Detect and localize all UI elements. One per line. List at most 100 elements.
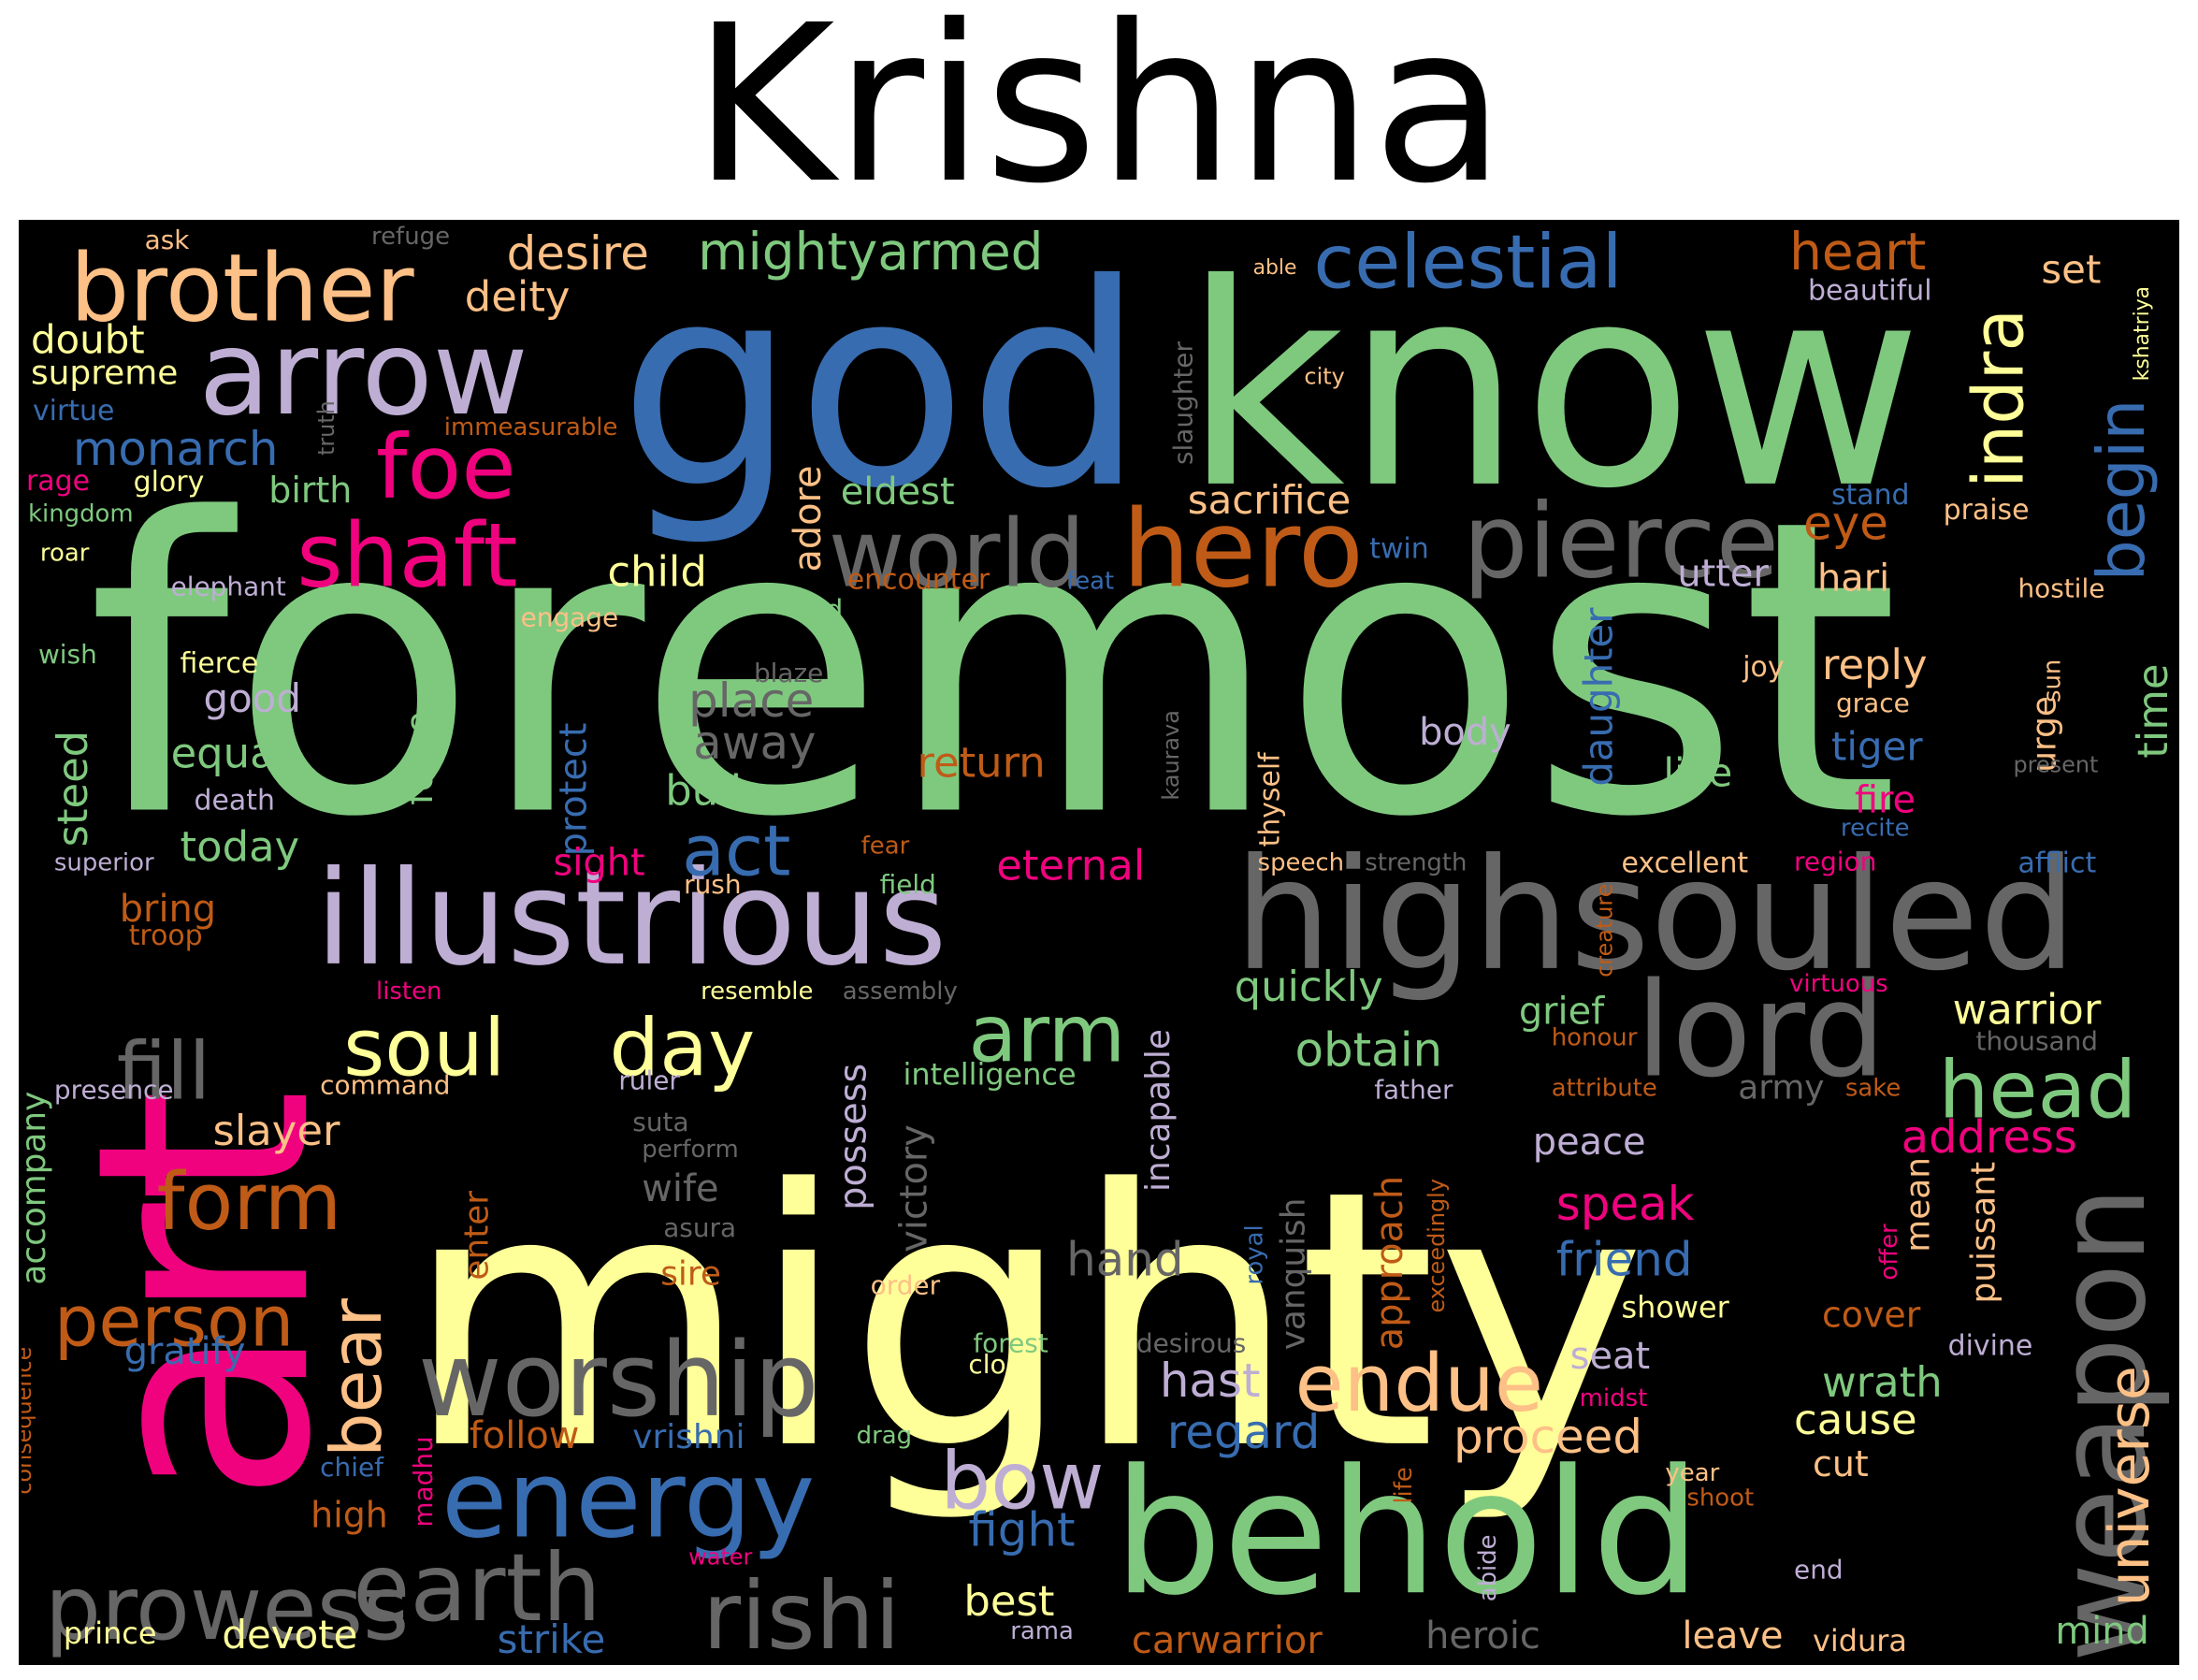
word-illustrious: illustrious	[315, 842, 947, 994]
word-fierce: fierce	[181, 647, 259, 680]
word-troop: troop	[129, 920, 203, 952]
word-death: death	[195, 785, 275, 818]
word-arm: arm	[968, 988, 1125, 1080]
word-live: live	[1663, 750, 1732, 796]
word-victory: victory	[892, 1124, 935, 1252]
word-approach: approach	[1368, 1176, 1411, 1350]
word-person: person	[54, 1281, 294, 1362]
word-stand: stand	[1831, 479, 1910, 512]
word-joy: joy	[1742, 651, 1784, 684]
word-refuge: refuge	[371, 223, 450, 251]
word-hostile: hostile	[2017, 572, 2104, 603]
word-high: high	[311, 1495, 388, 1536]
word-cloud: foremost mighty art god know highsouled illust…	[19, 220, 2179, 1665]
word-order: order	[871, 1270, 941, 1301]
word-asura: asura	[663, 1212, 736, 1243]
word-sight: sight	[554, 841, 645, 884]
word-highsouled: highsouled	[1235, 825, 2077, 1005]
word-day: day	[609, 1001, 755, 1093]
word-father: father	[1374, 1074, 1453, 1105]
word-region: region	[1794, 846, 1876, 876]
word-heart: heart	[1789, 223, 1926, 282]
word-speak: speak	[1556, 1177, 1695, 1231]
word-mind: mind	[2055, 1610, 2149, 1653]
word-forest: forest	[973, 1327, 1048, 1358]
word-cloud: cloud	[968, 1349, 1039, 1380]
word-arrow: arrow	[199, 306, 528, 442]
word-fire: fire	[1855, 779, 1916, 822]
word-celestial: celestial	[1313, 223, 1622, 306]
word-city: city	[1304, 363, 1344, 389]
word-today: today	[181, 821, 300, 871]
word-art: art	[35, 1088, 376, 1503]
word-supreme: supreme	[31, 354, 178, 392]
word-rishi: rishi	[702, 1561, 901, 1662]
word-shoot: shoot	[1686, 1484, 1754, 1513]
word-tiger: tiger	[1831, 724, 1923, 770]
word-offer: offer	[1875, 1224, 1903, 1281]
word-midst: midst	[1580, 1384, 1648, 1412]
word-regard: regard	[1167, 1405, 1321, 1459]
word-hero: hero	[1122, 488, 1364, 613]
word-good: good	[203, 675, 300, 721]
word-best: best	[963, 1576, 1054, 1626]
word-army: army	[1738, 1068, 1824, 1107]
word-ruler: ruler	[618, 1064, 680, 1095]
word-kingdom: kingdom	[28, 500, 134, 529]
word-assembly: assembly	[843, 978, 958, 1006]
word-bear: bear	[316, 1298, 398, 1457]
word-speech: speech	[1258, 848, 1345, 876]
word-rama: rama	[1010, 1617, 1074, 1645]
word-resemble: resemble	[701, 978, 813, 1006]
word-grace: grace	[1836, 688, 1910, 718]
word-steed: steed	[48, 731, 97, 847]
word-afflict: afflict	[2017, 847, 2096, 879]
word-devote: devote	[222, 1612, 357, 1658]
word-shower: shower	[1622, 1289, 1730, 1325]
word-consequence: consequence	[22, 1347, 36, 1495]
word-possess: possess	[832, 1064, 875, 1210]
word-vrishni: vrishni	[632, 1418, 745, 1456]
word-listen: listen	[376, 978, 441, 1006]
word-elephant: elephant	[171, 571, 286, 601]
word-cause: cause	[1794, 1395, 1917, 1444]
word-mightyarmed: mightyarmed	[698, 223, 1043, 282]
word-obtain: obtain	[1294, 1023, 1442, 1078]
word-foe: foe	[376, 416, 516, 519]
word-hari: hari	[1817, 557, 1889, 600]
word-gratify: gratify	[124, 1330, 246, 1373]
word-equal: equal	[171, 729, 288, 778]
word-royal: royal	[1241, 1224, 1269, 1284]
word-slayer: slayer	[212, 1106, 340, 1155]
word-child: child	[607, 547, 707, 597]
word-sun: sun	[2038, 659, 2066, 702]
word-divine: divine	[1948, 1329, 2033, 1362]
word-adore: adore	[787, 465, 830, 572]
word-seat: seat	[1570, 1335, 1650, 1378]
word-indra: indra	[1958, 309, 2039, 488]
word-return: return	[918, 738, 1046, 788]
word-reply: reply	[1822, 640, 1928, 689]
word-warrior: warrior	[1953, 985, 2102, 1035]
word-brother: brother	[70, 234, 414, 343]
word-virtue: virtue	[33, 395, 114, 427]
word-honour: honour	[1552, 1024, 1638, 1052]
word-cut: cut	[1813, 1443, 1869, 1484]
word-desirous: desirous	[1136, 1327, 1246, 1358]
word-eternal: eternal	[996, 840, 1145, 890]
word-follow: follow	[470, 1414, 580, 1457]
word-thousand: thousand	[1976, 1026, 2098, 1057]
word-prince: prince	[64, 1615, 157, 1651]
word-wrath: wrath	[1822, 1357, 1943, 1407]
word-universe: universe	[2097, 1366, 2162, 1606]
word-twin: twin	[1369, 533, 1428, 566]
word-chief: chief	[320, 1452, 384, 1483]
word-sacrifice: sacrifice	[1188, 477, 1352, 523]
word-hast: hast	[1160, 1354, 1261, 1408]
word-able: able	[1253, 256, 1297, 280]
word-suta: suta	[632, 1107, 688, 1137]
word-truth: truth	[313, 400, 340, 456]
word-strike: strike	[498, 1616, 606, 1662]
word-bring: bring	[120, 888, 216, 931]
word-weapon: weapon	[2032, 1187, 2173, 1662]
